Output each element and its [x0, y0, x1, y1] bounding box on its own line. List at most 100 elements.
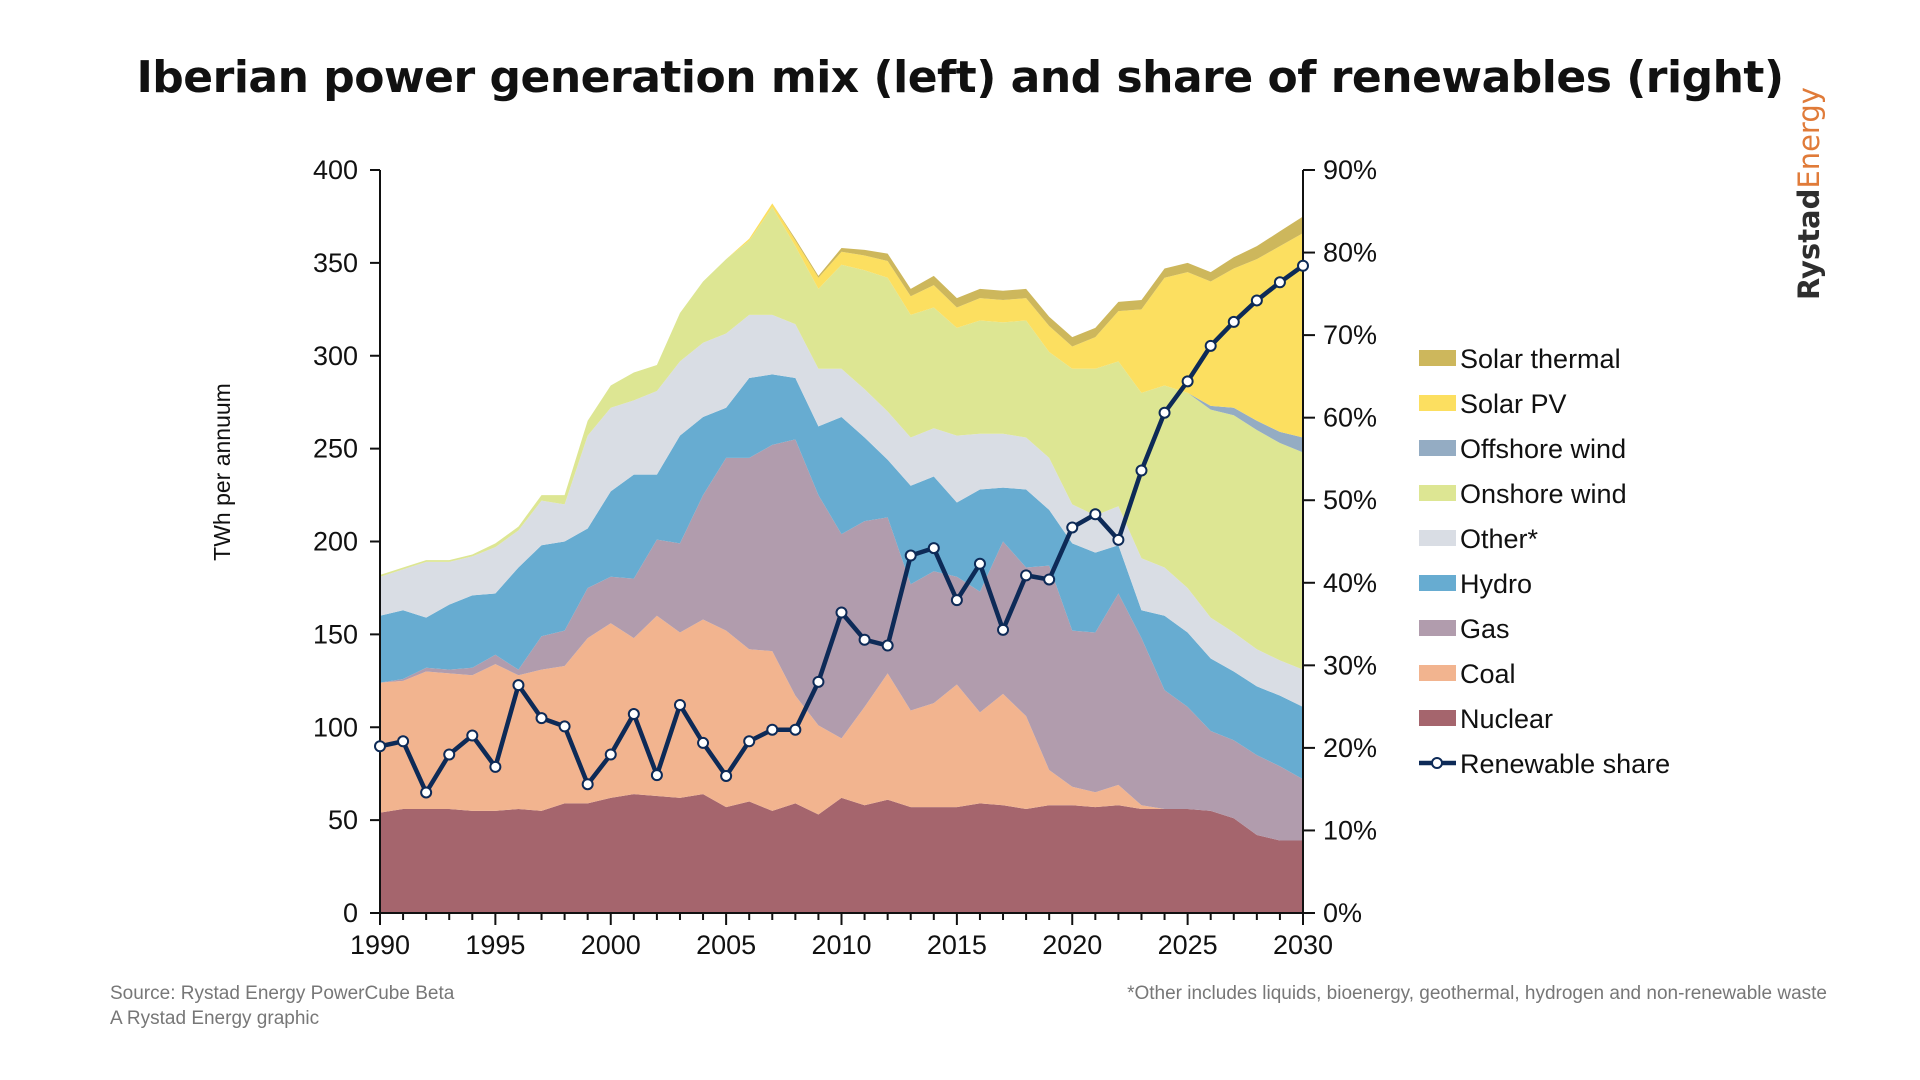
x-tick-label: 2005 [696, 930, 756, 960]
y-tick-label: 100 [313, 712, 358, 742]
y2-tick-label: 50% [1323, 485, 1377, 515]
point-renewable-share [997, 623, 1010, 636]
point-renewable-share [489, 760, 502, 773]
y2-tick-label: 60% [1323, 403, 1377, 433]
y2-tick-label: 90% [1323, 155, 1377, 185]
axes: 0 50 100 150 200 250 300 350 400 0% 10% 20% 30% 40% 50… [313, 155, 1377, 960]
legend-swatch-hydro [1419, 575, 1456, 591]
x-tick-label: 1995 [465, 930, 525, 960]
y-axis-label: TWh per annuum [209, 383, 235, 561]
brand-logo-part1: Rystad [1792, 188, 1826, 300]
point-renewable-share [1227, 315, 1240, 328]
legend-label-renewable-share: Renewable share [1460, 749, 1670, 779]
brand-logo: RystadEnergy [1792, 87, 1826, 300]
point-renewable-share [443, 748, 456, 761]
y2-tick-label: 70% [1323, 320, 1377, 350]
point-renewable-share [1135, 464, 1148, 477]
area-gas [380, 439, 1303, 841]
area-nuclear [380, 794, 1303, 913]
area-hydro [380, 374, 1303, 780]
legend-label-nuclear: Nuclear [1460, 704, 1553, 734]
legend-swatch-gas [1419, 620, 1456, 636]
point-renewable-share [604, 748, 617, 761]
y2-tick-label: 40% [1323, 568, 1377, 598]
other-footnote: *Other includes liquids, bioenergy, geot… [1127, 983, 1827, 1004]
y2-tick-label: 80% [1323, 238, 1377, 268]
x-tick-label: 2020 [1042, 930, 1102, 960]
legend: Solar thermal Solar PV Offshore wind Onshor… [1419, 344, 1670, 779]
y-tick-label: 350 [313, 248, 358, 278]
y-tick-label: 200 [313, 527, 358, 557]
legend-swatch-solar-thermal [1419, 350, 1456, 366]
legend-swatch-coal [1419, 665, 1456, 681]
point-renewable-share [1020, 569, 1033, 582]
point-renewable-share [1066, 521, 1079, 534]
legend-swatch-other [1419, 530, 1456, 546]
point-renewable-share [812, 675, 825, 688]
legend-label-onshore-wind: Onshore wind [1460, 479, 1627, 509]
point-renewable-share [904, 549, 917, 562]
point-renewable-share [766, 723, 779, 736]
legend-label-coal: Coal [1460, 659, 1516, 689]
point-renewable-share [627, 708, 640, 721]
x-tick-label: 2010 [811, 930, 871, 960]
point-renewable-share [558, 720, 571, 733]
point-renewable-share [1250, 294, 1263, 307]
y2-tick-label: 0% [1323, 898, 1362, 928]
point-renewable-share [466, 729, 479, 742]
legend-label-gas: Gas [1460, 614, 1510, 644]
point-renewable-share [835, 606, 848, 619]
legend-label-solar-thermal: Solar thermal [1460, 344, 1621, 374]
y-tick-label: 150 [313, 619, 358, 649]
chart-title: Iberian power generation mix (left) and … [136, 52, 1784, 103]
legend-label-offshore-wind: Offshore wind [1460, 434, 1626, 464]
point-renewable-share [881, 639, 894, 652]
point-renewable-share [374, 740, 386, 753]
x-tick-label: 2000 [581, 930, 641, 960]
y2-tick-label: 10% [1323, 815, 1377, 845]
brand-logo-part2: Energy [1792, 87, 1826, 189]
area-onshore-wind [380, 207, 1303, 670]
point-renewable-share [420, 786, 433, 799]
source-note: Source: Rystad Energy PowerCube Beta [110, 983, 455, 1004]
legend-label-other: Other* [1460, 524, 1539, 554]
legend-label-solar-pv: Solar PV [1460, 389, 1567, 419]
point-renewable-share [1181, 375, 1194, 388]
legend-swatch-onshore-wind [1419, 485, 1456, 501]
point-renewable-share [650, 769, 663, 782]
point-renewable-share [1158, 406, 1171, 419]
point-renewable-share [1204, 339, 1217, 352]
point-renewable-share [512, 679, 525, 692]
point-renewable-share [858, 633, 871, 646]
legend-swatch-offshore-wind [1419, 440, 1456, 456]
stacked-areas [380, 203, 1303, 913]
point-renewable-share [1089, 508, 1102, 521]
x-tick-label: 2015 [927, 930, 987, 960]
y2-tick-label: 30% [1323, 650, 1377, 680]
point-renewable-share [535, 712, 548, 725]
point-renewable-share [720, 769, 733, 782]
x-tick-label: 2030 [1273, 930, 1333, 960]
x-tick-label: 1990 [350, 930, 410, 960]
point-renewable-share [950, 594, 963, 607]
credit-note: A Rystad Energy graphic [110, 1008, 320, 1029]
y2-tick-label: 20% [1323, 733, 1377, 763]
point-renewable-share [397, 735, 410, 748]
y-tick-label: 300 [313, 341, 358, 371]
legend-swatch-nuclear [1419, 710, 1456, 726]
point-renewable-share [743, 735, 756, 748]
point-renewable-share [1043, 573, 1056, 586]
point-renewable-share [927, 542, 940, 555]
renewable-share-line [374, 259, 1309, 799]
legend-marker-renewable-share [1431, 757, 1443, 769]
y-tick-label: 50 [328, 805, 358, 835]
point-renewable-share [673, 698, 686, 711]
y-tick-label: 250 [313, 434, 358, 464]
point-renewable-share [697, 736, 710, 749]
point-renewable-share [1112, 533, 1125, 546]
legend-swatch-solar-pv [1419, 395, 1456, 411]
point-renewable-share [1273, 276, 1286, 289]
y-tick-label: 400 [313, 155, 358, 185]
y-tick-label: 0 [343, 898, 358, 928]
